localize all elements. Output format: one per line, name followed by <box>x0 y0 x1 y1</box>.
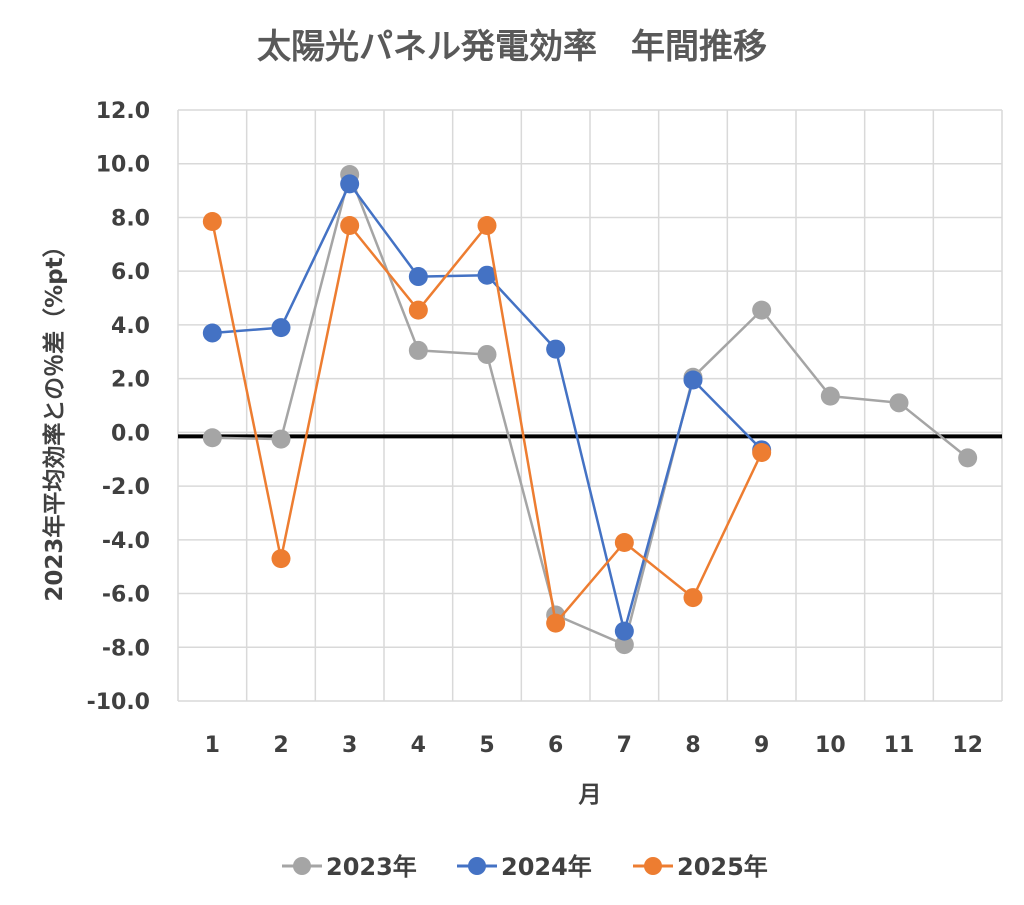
x-axis-ticks: 1 2 3 4 5 6 7 8 9 10 11 12 <box>205 733 983 758</box>
x-tick-label: 6 <box>548 733 563 758</box>
y-tick-label: -6.0 <box>102 583 150 608</box>
x-axis-title: 月 <box>578 782 602 808</box>
series-line <box>212 173 969 646</box>
series-line <box>212 182 763 633</box>
data-point <box>752 443 772 463</box>
x-tick-label: 4 <box>411 733 426 758</box>
data-point <box>752 300 772 320</box>
y-axis-ticks: 12.0 10.0 8.0 6.0 4.0 2.0 0.0 -2.0 -4.0 -6.0 -8.0 -… <box>87 99 150 715</box>
data-point <box>202 211 222 231</box>
data-point <box>614 621 634 641</box>
y-tick-label: 10.0 <box>96 153 150 178</box>
series-2024年 <box>202 174 772 641</box>
x-tick-label: 7 <box>617 733 632 758</box>
x-tick-label: 3 <box>342 733 357 758</box>
data-point <box>614 533 634 553</box>
y-tick-label: -8.0 <box>102 636 150 661</box>
x-tick-label: 5 <box>479 733 494 758</box>
data-point <box>271 549 291 569</box>
plot-grid <box>177 109 1003 702</box>
data-point <box>477 344 497 364</box>
legend-item: 2024年 <box>457 853 592 881</box>
data-point <box>546 339 566 359</box>
data-point <box>202 323 222 343</box>
data-point <box>340 216 360 236</box>
x-tick-label: 10 <box>815 733 846 758</box>
x-tick-label: 11 <box>884 733 915 758</box>
x-tick-label: 9 <box>754 733 769 758</box>
y-tick-label: 0.0 <box>111 421 150 446</box>
x-tick-label: 12 <box>952 733 983 758</box>
data-point <box>271 429 291 449</box>
legend-label: 2023年 <box>326 853 417 881</box>
chart-title: 太陽光パネル発電効率 年間推移 <box>257 27 767 67</box>
y-tick-label: -2.0 <box>102 475 150 500</box>
data-point <box>408 300 428 320</box>
legend-item: 2025年 <box>633 853 768 881</box>
data-point <box>408 340 428 360</box>
data-point <box>271 318 291 338</box>
data-point <box>958 448 978 468</box>
y-tick-label: 8.0 <box>111 206 150 231</box>
y-tick-label: 2.0 <box>111 368 150 393</box>
legend-label: 2025年 <box>677 853 768 881</box>
y-tick-label: 4.0 <box>111 314 150 339</box>
data-point <box>546 613 566 633</box>
series-layer <box>202 164 978 655</box>
legend-marker <box>468 857 486 875</box>
data-point <box>683 370 703 390</box>
y-tick-label: 12.0 <box>96 99 150 124</box>
data-point <box>408 267 428 287</box>
data-point <box>477 265 497 285</box>
legend-label: 2024年 <box>501 853 592 881</box>
legend-marker <box>644 857 662 875</box>
data-point <box>889 393 909 413</box>
y-tick-label: -4.0 <box>102 529 150 554</box>
x-tick-label: 1 <box>205 733 220 758</box>
data-point <box>820 386 840 406</box>
y-axis-title: 2023年平均効率との％差（%pt） <box>41 234 68 601</box>
data-point <box>202 428 222 448</box>
legend-marker <box>293 857 311 875</box>
legend: 2023年 2024年 2025年 <box>282 853 768 881</box>
legend-item: 2023年 <box>282 853 417 881</box>
series-2025年 <box>202 211 772 633</box>
data-point <box>614 635 634 655</box>
x-tick-label: 8 <box>685 733 700 758</box>
data-point <box>340 174 360 194</box>
y-tick-label: 6.0 <box>111 260 150 285</box>
data-point <box>683 588 703 608</box>
data-point <box>477 216 497 236</box>
x-tick-label: 2 <box>273 733 288 758</box>
y-tick-label: -10.0 <box>87 690 150 715</box>
